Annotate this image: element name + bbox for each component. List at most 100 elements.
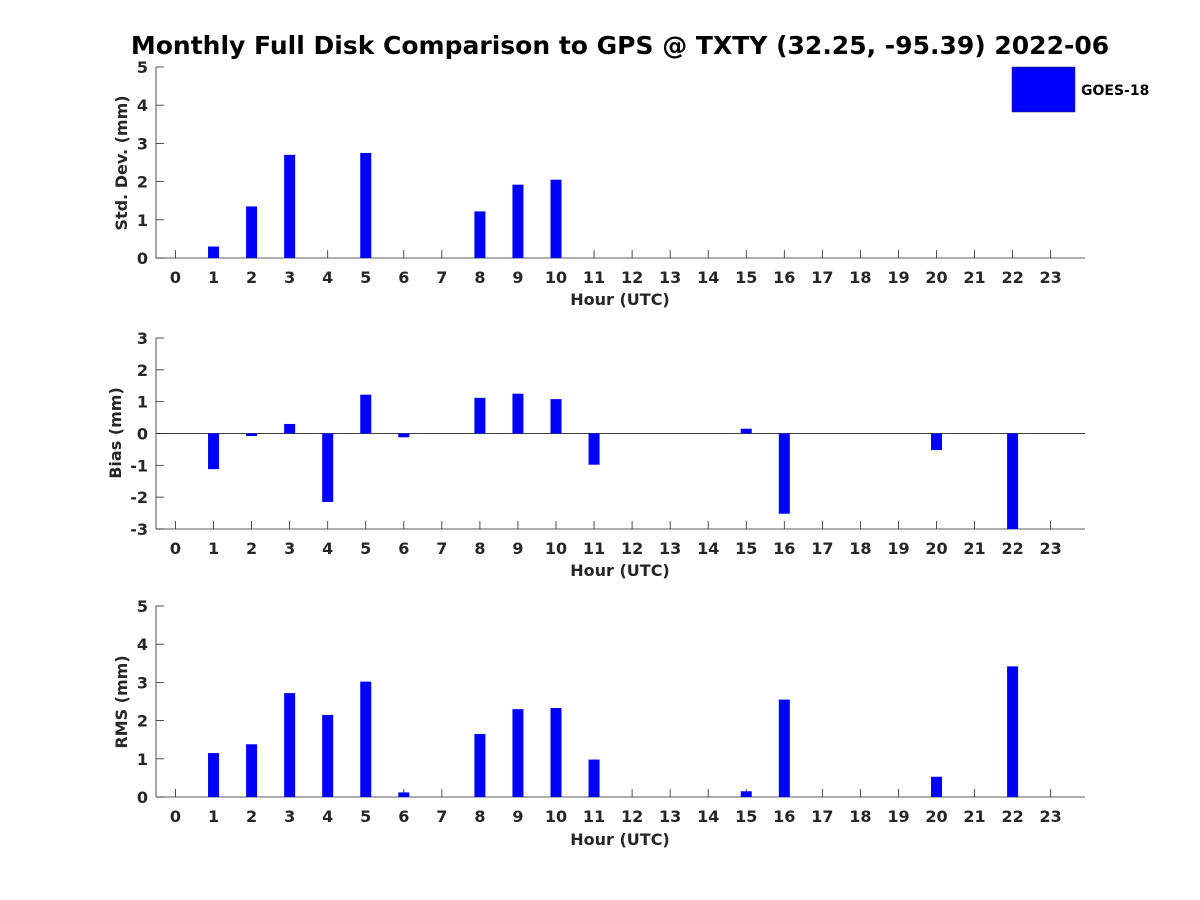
std-dev-x-tick-label: 1 (208, 268, 219, 287)
rms-x-axis-label: Hour (UTC) (570, 830, 670, 849)
bias-x-tick-label: 11 (583, 539, 605, 558)
bias-y-tick-label: 3 (137, 329, 148, 348)
bias-x-tick-label: 9 (512, 539, 523, 558)
std-dev-x-tick-label: 15 (735, 268, 757, 287)
rms-bar (322, 714, 334, 797)
std-dev-x-tick-label: 16 (773, 268, 795, 287)
rms-x-tick-label: 4 (322, 807, 333, 826)
rms-x-tick-label: 2 (246, 807, 257, 826)
bias-y-tick-label: -2 (130, 488, 148, 507)
bias-bar (208, 433, 220, 470)
bias-bar (778, 433, 790, 514)
bias-y-tick-label: 0 (137, 425, 148, 444)
std-dev-y-tick-label: 0 (137, 249, 148, 268)
std-dev-y-tick-label: 5 (137, 58, 148, 77)
bias-x-tick-label: 1 (208, 539, 219, 558)
legend-swatch-goes-18 (1011, 66, 1076, 113)
bias-x-tick-label: 5 (360, 539, 371, 558)
bias-x-tick-label: 23 (1040, 539, 1062, 558)
rms-bar (1007, 666, 1019, 797)
std-dev-y-tick-label: 1 (137, 211, 148, 230)
std-dev-x-tick-label: 10 (545, 268, 567, 287)
bias-x-tick-label: 19 (887, 539, 909, 558)
rms-x-tick-label: 12 (621, 807, 643, 826)
bias-x-tick-label: 2 (246, 539, 257, 558)
bias-x-tick-label: 0 (170, 539, 181, 558)
bias-x-tick-label: 20 (925, 539, 947, 558)
std-dev-x-tick-label: 17 (811, 268, 833, 287)
rms-x-tick-label: 3 (284, 807, 295, 826)
std-dev-x-tick-label: 6 (398, 268, 409, 287)
rms-x-tick-label: 21 (963, 807, 985, 826)
std-dev-y-tick-label: 3 (137, 134, 148, 153)
bias-x-tick-label: 22 (1001, 539, 1023, 558)
rms-x-tick-label: 22 (1001, 807, 1023, 826)
std-dev-x-tick-label: 5 (360, 268, 371, 287)
rms-x-tick-label: 16 (773, 807, 795, 826)
rms-bar (550, 707, 562, 797)
rms-x-tick-label: 11 (583, 807, 605, 826)
bias-x-tick-label: 10 (545, 539, 567, 558)
std-dev-x-tick-label: 12 (621, 268, 643, 287)
rms-bar (208, 753, 220, 797)
rms-bar (512, 709, 524, 797)
chart-title: Monthly Full Disk Comparison to GPS @ TX… (131, 31, 1109, 60)
std-dev-x-tick-label: 11 (583, 268, 605, 287)
std-dev-x-tick-label: 4 (322, 268, 333, 287)
std-dev-y-tick-label: 4 (137, 96, 148, 115)
std-dev-y-tick-label: 2 (137, 173, 148, 192)
rms-bar (931, 776, 942, 797)
bias-x-tick-label: 3 (284, 539, 295, 558)
std-dev-x-tick-label: 22 (1001, 268, 1023, 287)
std-dev-x-tick-label: 0 (170, 268, 181, 287)
bias-bar (284, 423, 296, 434)
legend-label-goes-18: GOES-18 (1081, 83, 1149, 99)
std-dev-x-tick-label: 19 (887, 268, 909, 287)
std-dev-x-tick-label: 23 (1040, 268, 1062, 287)
bias-y-tick-label: -1 (130, 456, 148, 475)
rms-x-tick-label: 8 (474, 807, 485, 826)
bias-bar (360, 394, 372, 434)
bias-bar (246, 433, 258, 437)
rms-bar (474, 733, 486, 797)
bias-bar (550, 399, 562, 434)
rms-y-tick-label: 3 (137, 673, 148, 692)
rms-y-axis-label: RMS (mm) (112, 655, 131, 748)
bias-bar (512, 393, 524, 434)
bias-bar (1007, 433, 1019, 529)
rms-x-tick-label: 15 (735, 807, 757, 826)
std-dev-y-axis-label: Std. Dev. (mm) (112, 95, 131, 230)
std-dev-bar (208, 246, 220, 258)
rms-bar (246, 744, 258, 797)
std-dev-x-tick-label: 9 (512, 268, 523, 287)
rms-x-tick-label: 14 (697, 807, 719, 826)
rms-x-tick-label: 10 (545, 807, 567, 826)
std-dev-bar (284, 154, 296, 258)
std-dev-x-tick-label: 18 (849, 268, 871, 287)
bias-x-tick-label: 14 (697, 539, 719, 558)
bias-x-tick-label: 21 (963, 539, 985, 558)
bias-bar (322, 433, 334, 502)
bias-x-tick-label: 16 (773, 539, 795, 558)
bias-y-tick-label: 2 (137, 361, 148, 380)
rms-bar (588, 759, 600, 797)
bias-x-tick-label: 7 (436, 539, 447, 558)
bias-y-axis-label: Bias (mm) (106, 387, 125, 479)
bias-bar (931, 433, 942, 451)
std-dev-x-tick-label: 2 (246, 268, 257, 287)
std-dev-bar (360, 152, 372, 258)
rms-x-tick-label: 1 (208, 807, 219, 826)
std-dev-bar (474, 211, 486, 258)
rms-x-tick-label: 20 (925, 807, 947, 826)
bias-bar (474, 397, 486, 434)
bias-y-tick-label: 1 (137, 393, 148, 412)
bias-x-tick-label: 12 (621, 539, 643, 558)
rms-y-tick-label: 0 (137, 788, 148, 807)
bias-x-axis-label: Hour (UTC) (570, 561, 670, 580)
bias-x-tick-label: 4 (322, 539, 333, 558)
std-dev-x-axis-label: Hour (UTC) (570, 290, 670, 309)
rms-x-tick-label: 0 (170, 807, 181, 826)
